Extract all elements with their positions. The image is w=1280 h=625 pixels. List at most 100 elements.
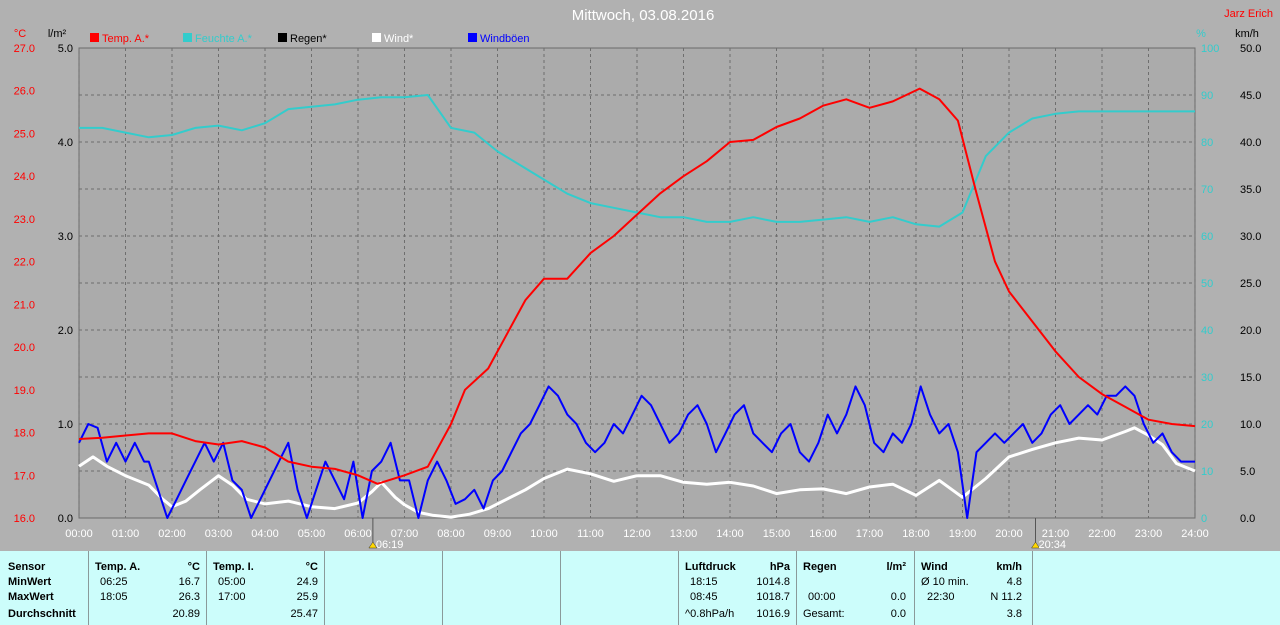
x-tick-label: 17:00 [856, 528, 884, 540]
x-tick-label: 11:00 [577, 528, 604, 540]
legend-item: Regen* [278, 33, 327, 45]
tick-temp: 23.0 [14, 214, 35, 226]
separator [206, 551, 207, 625]
legend-label: Windböen [480, 33, 530, 45]
wind-unit: km/h [996, 561, 1022, 573]
tick-wind: 40.0 [1240, 137, 1261, 149]
separator [560, 551, 561, 625]
temp-i-max: 25.9 [296, 591, 318, 603]
x-tick-label: 03:00 [205, 528, 233, 540]
series-wind [78, 426, 1196, 519]
statistics-panel: Sensor MinWert MaxWert Durchschnitt Temp… [0, 551, 1280, 625]
tick-temp: 18.0 [14, 428, 35, 440]
pressure-max-time: 08:45 [690, 591, 718, 603]
weather-chart: Mittwoch, 03.08.2016 Jarz Erich °C l/m² … [14, 7, 1273, 551]
unit-rain: l/m² [48, 28, 67, 40]
legend-item: Windböen [468, 33, 530, 45]
tick-humidity: 0 [1201, 513, 1207, 525]
tick-temp: 19.0 [14, 385, 35, 397]
wind-avg: 4.8 [1006, 576, 1022, 588]
legend-label: Temp. A.* [102, 33, 150, 45]
unit-temp: °C [14, 28, 26, 40]
legend-swatch [183, 33, 192, 42]
temp-i-max-time: 17:00 [218, 591, 246, 603]
x-tick-label: 13:00 [670, 528, 698, 540]
wind-avg-label: Ø 10 min. [921, 576, 969, 588]
rain-title: Regen [803, 561, 837, 573]
wind-title: Wind [921, 561, 948, 573]
legend-label: Regen* [290, 33, 327, 45]
sun-icon [368, 541, 378, 549]
wind-max: N 11.2 [990, 591, 1022, 603]
temp-a-max: 26.3 [178, 591, 200, 603]
legend-swatch [278, 33, 287, 42]
legend: Temp. A.* Feuchte A.* Regen* Wind* Windböen [90, 33, 530, 45]
author-label: Jarz Erich [1224, 8, 1273, 20]
tick-rain: 5.0 [58, 43, 73, 55]
legend-item: Wind* [372, 33, 414, 45]
pressure-max: 1018.7 [756, 591, 790, 603]
tick-temp: 25.0 [14, 128, 35, 140]
x-tick-label: 05:00 [298, 528, 326, 540]
tick-humidity: 30 [1201, 372, 1213, 384]
tick-humidity: 60 [1201, 231, 1213, 243]
temp-a-title: Temp. A. [95, 561, 141, 573]
sun-icon [1031, 541, 1040, 549]
pressure-min-time: 18:15 [690, 576, 718, 588]
wind-mean: 3.8 [1006, 608, 1022, 620]
temp-a-max-time: 18:05 [100, 591, 128, 603]
rain-unit: l/m² [886, 561, 906, 573]
tick-humidity: 90 [1201, 90, 1213, 102]
x-tick-label: 07:00 [391, 528, 419, 540]
temp-a-unit: °C [187, 561, 200, 573]
tick-temp: 26.0 [14, 86, 35, 98]
tick-humidity: 20 [1201, 419, 1213, 431]
series-windb-en [78, 385, 1195, 519]
x-tick-label: 10:00 [530, 528, 558, 540]
tick-wind: 10.0 [1240, 419, 1261, 431]
tick-wind: 20.0 [1240, 325, 1261, 337]
x-tick-label: 09:00 [484, 528, 512, 540]
x-tick-label: 14:00 [716, 528, 744, 540]
temp-i-avg: 25.47 [290, 608, 318, 620]
x-tick-label: 08:00 [437, 528, 465, 540]
sun-marker: 06:19 [368, 518, 403, 551]
y-axis-ticks: 27.0 26.0 25.0 24.0 23.0 22.0 21.0 20.0 19.0 18.0… [14, 43, 1262, 525]
temp-i-min: 24.9 [296, 576, 318, 588]
sun-marker: 20:34 [1031, 518, 1066, 551]
x-tick-label: 19:00 [949, 528, 977, 540]
x-tick-label: 23:00 [1135, 528, 1163, 540]
sun-markers: 06:19 20:34 [368, 518, 1066, 551]
x-tick-label: 01:00 [112, 528, 140, 540]
legend-item: Temp. A.* [90, 33, 150, 45]
legend-swatch [372, 33, 381, 42]
tick-rain: 0.0 [58, 513, 73, 525]
tick-temp: 24.0 [14, 171, 35, 183]
temp-a-avg: 20.89 [172, 608, 200, 620]
unit-humidity: % [1196, 28, 1206, 40]
tick-humidity: 70 [1201, 184, 1213, 196]
wind-max-time: 22:30 [927, 591, 955, 603]
separator [88, 551, 89, 625]
x-tick-label: 04:00 [251, 528, 279, 540]
rain-time: 00:00 [808, 591, 836, 603]
chart-title: Mittwoch, 03.08.2016 [572, 7, 715, 24]
temp-i-title: Temp. I. [213, 561, 254, 573]
legend-swatch [468, 33, 477, 42]
row-label-max: MaxWert [8, 591, 54, 603]
pressure-min: 1014.8 [756, 576, 790, 588]
separator [678, 551, 679, 625]
separator [324, 551, 325, 625]
legend-label: Wind* [384, 33, 414, 45]
tick-temp: 16.0 [14, 513, 35, 525]
tick-temp: 22.0 [14, 257, 35, 269]
tick-humidity: 50 [1201, 278, 1213, 290]
legend-item: Feuchte A.* [183, 33, 253, 45]
row-label-sensor: Sensor [8, 561, 46, 573]
separator [442, 551, 443, 625]
x-tick-label: 16:00 [809, 528, 837, 540]
tick-wind: 5.0 [1240, 466, 1255, 478]
tick-wind: 15.0 [1240, 372, 1261, 384]
pressure-unit: hPa [769, 561, 790, 573]
tick-rain: 3.0 [58, 231, 73, 243]
